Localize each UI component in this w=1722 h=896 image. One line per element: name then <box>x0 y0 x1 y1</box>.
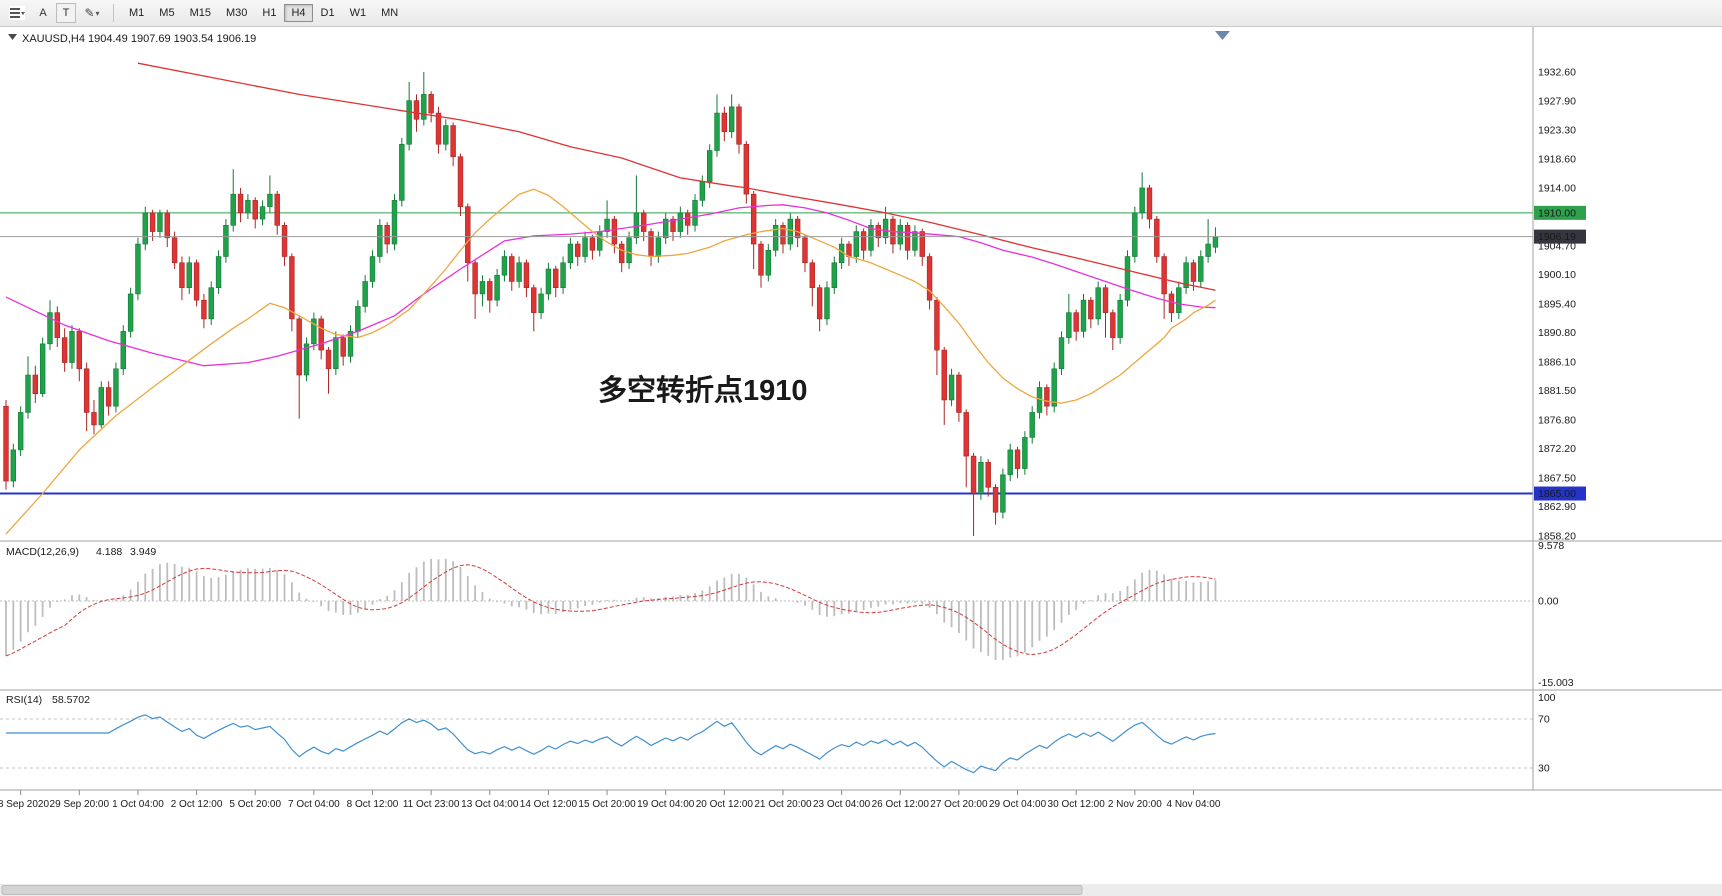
annotation-text: 多空转折点1910 <box>598 373 808 407</box>
svg-text:30 Oct 12:00: 30 Oct 12:00 <box>1048 799 1106 810</box>
svg-text:70: 70 <box>1538 714 1550 726</box>
price-badge-1910.00: 1910.00 <box>1534 205 1586 220</box>
svg-text:27 Oct 20:00: 27 Oct 20:00 <box>930 799 988 810</box>
rsi-panel <box>0 714 1533 774</box>
svg-text:1890.80: 1890.80 <box>1538 327 1576 339</box>
toolbar-separator <box>113 4 114 22</box>
svg-text:1872.20: 1872.20 <box>1538 443 1576 455</box>
text-tool-button[interactable]: T <box>56 3 76 23</box>
svg-text:2 Oct 12:00: 2 Oct 12:00 <box>171 799 223 810</box>
svg-text:1862.90: 1862.90 <box>1538 501 1576 513</box>
text-label-tool-button[interactable]: A <box>33 3 53 23</box>
svg-text:11 Oct 23:00: 11 Oct 23:00 <box>403 799 460 810</box>
svg-text:MACD(12,26,9): MACD(12,26,9) <box>6 546 79 558</box>
svg-text:100: 100 <box>1538 692 1556 704</box>
svg-text:26 Oct 12:00: 26 Oct 12:00 <box>872 799 930 810</box>
macd-label: MACD(12,26,9) 4.188 3.949 9.578 0.00 -15.003 <box>6 540 1574 689</box>
svg-text:5 Oct 20:00: 5 Oct 20:00 <box>229 799 281 810</box>
svg-text:8 Oct 12:00: 8 Oct 12:00 <box>347 799 399 810</box>
tf-button-M5[interactable]: M5 <box>152 4 181 22</box>
current-price-badge: 1906.19 <box>1534 229 1586 244</box>
svg-text:1910.00: 1910.00 <box>1538 207 1576 219</box>
tf-button-D1[interactable]: D1 <box>314 4 342 22</box>
timeframe-group: M1 M5 M15 M30 H1 H4 D1 W1 MN <box>122 4 405 22</box>
drawing-tool-icon[interactable]: ✎ ▾ <box>79 2 105 24</box>
svg-text:-15.003: -15.003 <box>1538 677 1574 689</box>
h-scrollbar-thumb[interactable] <box>1 885 1083 895</box>
svg-text:9.578: 9.578 <box>1538 540 1564 552</box>
svg-text:2 Nov 20:00: 2 Nov 20:00 <box>1108 799 1162 810</box>
chart-shift-marker[interactable] <box>1215 31 1230 40</box>
svg-text:1865.00: 1865.00 <box>1538 488 1576 500</box>
symbol-dropdown-icon[interactable] <box>8 34 17 40</box>
svg-text:0.00: 0.00 <box>1538 596 1559 608</box>
pencil-icon: ✎ <box>84 6 95 20</box>
svg-text:1914.00: 1914.00 <box>1538 182 1576 194</box>
svg-text:1858.20: 1858.20 <box>1538 530 1576 542</box>
tf-button-M15[interactable]: M15 <box>183 4 218 22</box>
svg-text:1923.30: 1923.30 <box>1538 124 1576 136</box>
ohlc-readout: XAUUSD,H4 1904.49 1907.69 1903.54 1906.1… <box>8 33 256 45</box>
ma-fast-orange <box>5 188 1216 535</box>
macd-signal-line <box>5 564 1216 657</box>
svg-text:XAUUSD,H4 1904.49 1907.69 190: XAUUSD,H4 1904.49 1907.69 1903.54 1906.1… <box>22 33 256 45</box>
ma-mid-magenta <box>5 204 1216 367</box>
svg-text:1876.80: 1876.80 <box>1538 414 1576 426</box>
tf-button-H4[interactable]: H4 <box>284 4 313 22</box>
svg-text:21 Oct 20:00: 21 Oct 20:00 <box>754 799 812 810</box>
chart-list-icon[interactable] <box>4 2 30 24</box>
svg-text:1881.50: 1881.50 <box>1538 385 1576 397</box>
svg-text:28 Sep 2020: 28 Sep 2020 <box>0 799 49 810</box>
svg-text:1906.19: 1906.19 <box>1538 231 1576 243</box>
svg-text:23 Oct 04:00: 23 Oct 04:00 <box>813 799 871 810</box>
svg-text:1886.10: 1886.10 <box>1538 356 1576 368</box>
svg-text:13 Oct 04:00: 13 Oct 04:00 <box>461 799 519 810</box>
svg-text:19 Oct 04:00: 19 Oct 04:00 <box>637 799 695 810</box>
tf-button-M30[interactable]: M30 <box>219 4 254 22</box>
tf-button-W1[interactable]: W1 <box>343 4 374 22</box>
svg-text:1867.50: 1867.50 <box>1538 472 1576 484</box>
svg-text:3.949: 3.949 <box>130 546 156 558</box>
tf-button-M1[interactable]: M1 <box>122 4 151 22</box>
candlesticks <box>3 71 1219 536</box>
svg-text:15 Oct 20:00: 15 Oct 20:00 <box>578 799 636 810</box>
svg-text:1927.90: 1927.90 <box>1538 96 1576 108</box>
svg-text:4.188: 4.188 <box>96 546 122 558</box>
svg-text:1 Oct 04:00: 1 Oct 04:00 <box>112 799 164 810</box>
svg-text:1900.10: 1900.10 <box>1538 269 1576 281</box>
rsi-label: RSI(14) 58.5702 100 70 30 <box>6 692 1556 775</box>
tf-button-MN[interactable]: MN <box>374 4 405 22</box>
svg-text:30: 30 <box>1538 763 1550 775</box>
toolbar: A T ✎ ▾ M1 M5 M15 M30 H1 H4 D1 W1 MN <box>0 0 1722 27</box>
svg-text:RSI(14): RSI(14) <box>6 694 42 706</box>
svg-text:1932.60: 1932.60 <box>1538 66 1576 78</box>
svg-text:4 Nov 04:00: 4 Nov 04:00 <box>1166 799 1220 810</box>
price-badge-1865.00: 1865.00 <box>1534 486 1586 501</box>
svg-text:58.5702: 58.5702 <box>52 694 90 706</box>
svg-text:14 Oct 12:00: 14 Oct 12:00 <box>520 799 578 810</box>
macd-panel <box>0 558 1533 661</box>
svg-text:1918.60: 1918.60 <box>1538 154 1576 166</box>
svg-text:1895.40: 1895.40 <box>1538 298 1576 310</box>
svg-text:20 Oct 12:00: 20 Oct 12:00 <box>696 799 754 810</box>
svg-text:29 Oct 04:00: 29 Oct 04:00 <box>989 799 1047 810</box>
price-axis: 1932.601927.901923.301918.601914.001904.… <box>1538 66 1576 542</box>
bars-icon <box>9 6 25 20</box>
rsi-line <box>6 714 1216 774</box>
tf-button-H1[interactable]: H1 <box>255 4 283 22</box>
svg-text:29 Sep 20:00: 29 Sep 20:00 <box>50 799 110 810</box>
ma-slow-red <box>137 62 1216 291</box>
chart-canvas[interactable]: 1932.601927.901923.301918.601914.001904.… <box>0 27 1722 896</box>
chevron-down-icon: ▾ <box>95 8 100 18</box>
svg-text:7 Oct 04:00: 7 Oct 04:00 <box>288 799 340 810</box>
